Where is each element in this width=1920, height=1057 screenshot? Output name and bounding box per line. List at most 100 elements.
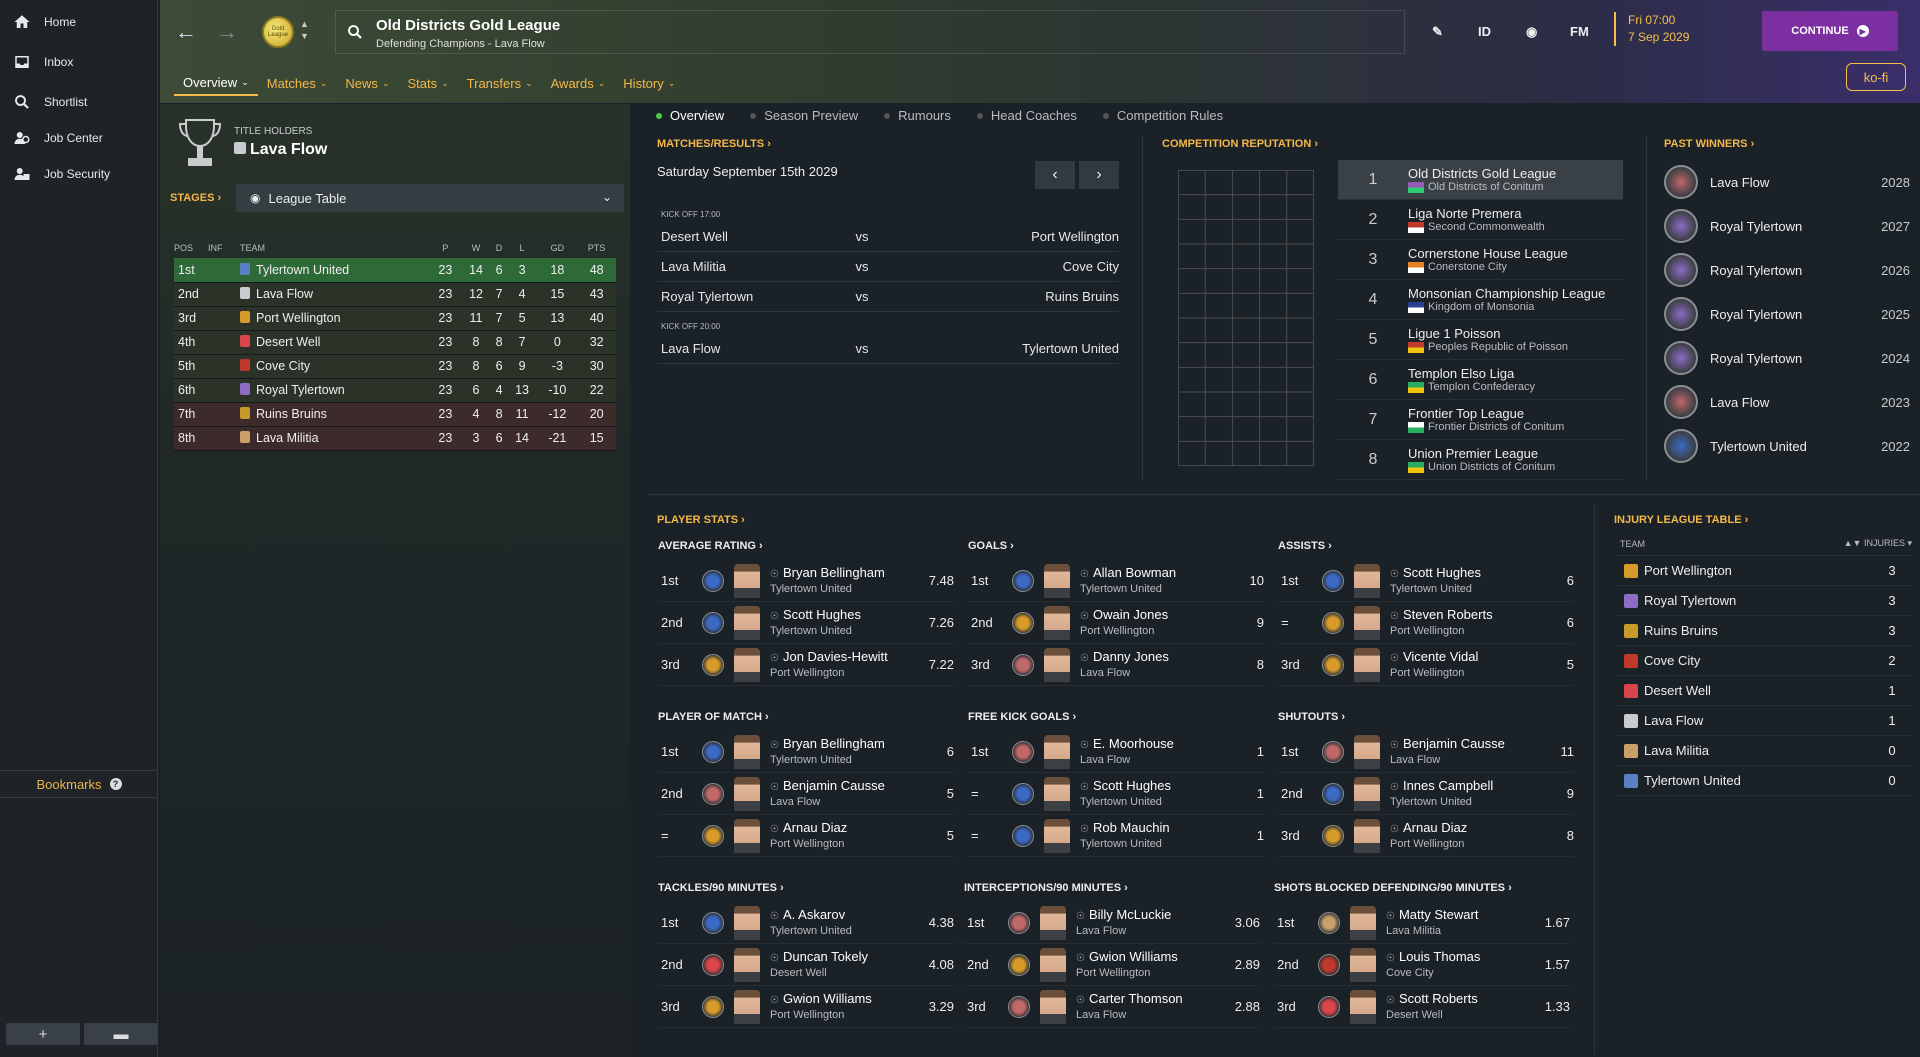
player-club[interactable]: Tylertown United bbox=[770, 582, 852, 595]
stat-box-title[interactable]: AVERAGE RATING › bbox=[658, 540, 763, 552]
stat-row[interactable]: 1st ☉ Billy McLuckie Lava Flow 3.06 bbox=[964, 902, 1260, 944]
team-cell[interactable]: Desert Well bbox=[240, 330, 430, 354]
col-l[interactable]: L bbox=[519, 243, 525, 253]
stat-row[interactable]: 3rd ☉ Vicente Vidal Port Wellington 5 bbox=[1278, 644, 1574, 686]
tab-matches[interactable]: Matches ⌄ bbox=[258, 70, 337, 96]
team-name[interactable]: Lava Militia bbox=[1644, 743, 1710, 758]
past-winner-row[interactable]: Royal Tylertown 2026 bbox=[1664, 248, 1910, 292]
tab-overview[interactable]: Overview ⌄ bbox=[174, 70, 258, 96]
player-name[interactable]: Owain Jones bbox=[1092, 606, 1169, 622]
add-bookmark-button[interactable]: + bbox=[6, 1023, 80, 1045]
away-team[interactable]: Ruins Bruins bbox=[1045, 289, 1119, 304]
tab-history[interactable]: History ⌄ bbox=[614, 70, 684, 96]
stat-row[interactable]: 1st ☉ Bryan Bellingham Tylertown United 7.48 bbox=[658, 560, 954, 602]
player-name[interactable]: Matty Stewart bbox=[1398, 906, 1479, 922]
stat-row[interactable]: = ☉ Steven Roberts Port Wellington 6 bbox=[1278, 602, 1574, 644]
stat-box-title[interactable]: PLAYER OF MATCH › bbox=[658, 711, 769, 723]
table-row[interactable]: 5th Cove City 23 8 6 9 -3 30 bbox=[174, 354, 616, 378]
player-name[interactable]: Billy McLuckie bbox=[1088, 906, 1172, 922]
player-club[interactable]: Tylertown United bbox=[1390, 582, 1472, 595]
away-team[interactable]: Cove City bbox=[1062, 259, 1119, 274]
injury-row[interactable]: Desert Well 1 bbox=[1616, 676, 1912, 706]
player-name[interactable]: Allan Bowman bbox=[1092, 564, 1177, 580]
injury-league-table-heading[interactable]: INJURY LEAGUE TABLE › bbox=[1614, 514, 1749, 526]
stat-box-title[interactable]: TACKLES/90 MINUTES › bbox=[658, 882, 784, 894]
fixture-row[interactable]: Lava Flow vs Tylertown United bbox=[657, 334, 1119, 364]
player-stats-heading[interactable]: PLAYER STATS › bbox=[657, 514, 745, 526]
stat-row[interactable]: 2nd ☉ Louis Thomas Cove City 1.57 bbox=[1274, 944, 1570, 986]
col-pos[interactable]: POS bbox=[174, 243, 194, 253]
col-p[interactable]: P bbox=[442, 243, 449, 253]
player-name[interactable]: Scott Hughes bbox=[1402, 564, 1482, 580]
injury-row[interactable]: Cove City 2 bbox=[1616, 646, 1912, 676]
edit-icon[interactable]: ✎ bbox=[1432, 24, 1443, 39]
stat-box-title[interactable]: SHUTOUTS › bbox=[1278, 711, 1346, 723]
sidebar-item-home[interactable]: Home bbox=[0, 4, 157, 40]
subtab-overview[interactable]: Overview bbox=[656, 108, 724, 123]
team-cell[interactable]: Lava Militia bbox=[240, 426, 430, 450]
fixture-row[interactable]: Royal Tylertown vs Ruins Bruins bbox=[657, 282, 1119, 312]
col-d[interactable]: D bbox=[495, 243, 503, 253]
player-name[interactable]: Louis Thomas bbox=[1398, 948, 1481, 964]
stat-row[interactable]: 1st ☉ Benjamin Causse Lava Flow 11 bbox=[1278, 731, 1574, 773]
player-club[interactable]: Lava Flow bbox=[1390, 753, 1441, 766]
table-row[interactable]: 3rd Port Wellington 23 11 7 5 13 40 bbox=[174, 306, 616, 330]
away-team[interactable]: Port Wellington bbox=[1031, 229, 1119, 244]
player-club[interactable]: Port Wellington bbox=[1076, 966, 1151, 979]
player-name[interactable]: Benjamin Causse bbox=[782, 777, 885, 793]
home-team[interactable]: Desert Well bbox=[661, 229, 728, 244]
player-name[interactable]: E. Moorhouse bbox=[1092, 735, 1174, 751]
id-button[interactable]: ID bbox=[1478, 24, 1491, 39]
player-name[interactable]: Duncan Tokely bbox=[782, 948, 869, 964]
tab-awards[interactable]: Awards ⌄ bbox=[542, 70, 615, 96]
prev-date-button[interactable]: ‹ bbox=[1035, 161, 1075, 189]
player-name[interactable]: Bryan Bellingham bbox=[782, 735, 885, 751]
player-club[interactable]: Tylertown United bbox=[1080, 795, 1162, 808]
player-club[interactable]: Port Wellington bbox=[770, 837, 845, 850]
player-club[interactable]: Port Wellington bbox=[1390, 837, 1465, 850]
player-club[interactable]: Port Wellington bbox=[1390, 666, 1465, 679]
sidebar-item-job-security[interactable]: Job Security bbox=[0, 156, 157, 192]
player-club[interactable]: Desert Well bbox=[770, 966, 827, 979]
stat-box-title[interactable]: GOALS › bbox=[968, 540, 1014, 552]
injury-row[interactable]: Lava Flow 1 bbox=[1616, 706, 1912, 736]
player-club[interactable]: Desert Well bbox=[1386, 1008, 1443, 1021]
stat-row[interactable]: 1st ☉ Allan Bowman Tylertown United 10 bbox=[968, 560, 1264, 602]
fixture-row[interactable]: Lava Militia vs Cove City bbox=[657, 252, 1119, 282]
player-club[interactable]: Port Wellington bbox=[1390, 624, 1465, 637]
stat-row[interactable]: 3rd ☉ Jon Davies-Hewitt Port Wellington 7.22 bbox=[658, 644, 954, 686]
table-row[interactable]: 4th Desert Well 23 8 8 7 0 32 bbox=[174, 330, 616, 354]
home-team[interactable]: Lava Flow bbox=[661, 341, 721, 356]
player-club[interactable]: Lava Flow bbox=[770, 795, 821, 808]
team-name[interactable]: Ruins Bruins bbox=[1644, 623, 1718, 638]
stat-box-title[interactable]: SHOTS BLOCKED DEFENDING/90 MINUTES › bbox=[1274, 882, 1512, 894]
sidebar-item-inbox[interactable]: Inbox bbox=[0, 44, 157, 80]
stat-row[interactable]: 2nd ☉ Owain Jones Port Wellington 9 bbox=[968, 602, 1264, 644]
subtab-competition-rules[interactable]: Competition Rules bbox=[1102, 108, 1223, 123]
player-name[interactable]: Scott Hughes bbox=[782, 606, 862, 622]
player-club[interactable]: Tylertown United bbox=[770, 753, 852, 766]
player-name[interactable]: Scott Hughes bbox=[1092, 777, 1172, 793]
stat-row[interactable]: 3rd ☉ Arnau Diaz Port Wellington 8 bbox=[1278, 815, 1574, 857]
player-name[interactable]: Danny Jones bbox=[1092, 648, 1169, 664]
competition-reputation-heading[interactable]: COMPETITION REPUTATION › bbox=[1162, 138, 1319, 150]
reputation-item[interactable]: 1 Old Districts Gold League Old Districts … bbox=[1338, 160, 1623, 200]
stat-row[interactable]: 2nd ☉ Gwion Williams Port Wellington 2.89 bbox=[964, 944, 1260, 986]
player-club[interactable]: Cove City bbox=[1386, 966, 1434, 979]
injury-row[interactable]: Lava Militia 0 bbox=[1616, 736, 1912, 766]
home-team[interactable]: Lava Militia bbox=[661, 259, 727, 274]
player-club[interactable]: Lava Flow bbox=[1080, 666, 1131, 679]
back-arrow-icon[interactable]: ← bbox=[175, 19, 197, 44]
stat-row[interactable]: 3rd ☉ Scott Roberts Desert Well 1.33 bbox=[1274, 986, 1570, 1028]
injury-row[interactable]: Tylertown United 0 bbox=[1616, 766, 1912, 796]
col-w[interactable]: W bbox=[471, 243, 481, 253]
col-inf[interactable]: INF bbox=[208, 243, 223, 253]
globe-icon[interactable]: ◉ bbox=[1526, 24, 1538, 39]
table-row[interactable]: 7th Ruins Bruins 23 4 8 11 -12 20 bbox=[174, 402, 616, 426]
help-icon[interactable]: ? bbox=[109, 778, 122, 790]
player-club[interactable]: Port Wellington bbox=[770, 666, 845, 679]
player-name[interactable]: Benjamin Causse bbox=[1402, 735, 1505, 751]
team-name[interactable]: Cove City bbox=[1644, 653, 1701, 668]
col-gd[interactable]: GD bbox=[550, 243, 565, 253]
bookmarks-section[interactable]: Bookmarks ? bbox=[0, 770, 158, 798]
